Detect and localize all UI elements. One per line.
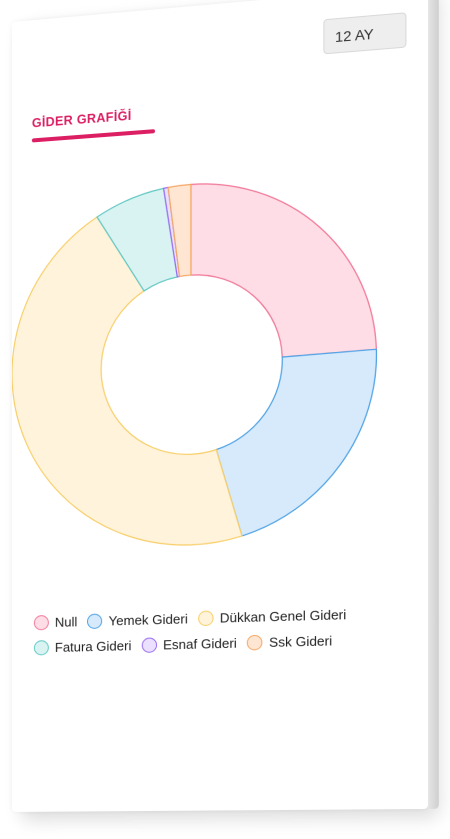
legend-label: Yemek Gideri bbox=[108, 611, 188, 629]
legend-swatch bbox=[141, 637, 157, 653]
legend-label: Esnaf Gideri bbox=[163, 635, 237, 653]
legend-label: Ssk Gideri bbox=[269, 633, 333, 651]
card-edge bbox=[427, 0, 439, 809]
legend-swatch bbox=[198, 610, 214, 627]
legend-label: Fatura Gideri bbox=[54, 638, 132, 656]
legend-item[interactable]: Dükkan Genel Gideri bbox=[198, 606, 347, 627]
legend-label: Dükkan Genel Gideri bbox=[219, 606, 347, 626]
legend-swatch bbox=[33, 614, 49, 631]
legend-item[interactable]: Esnaf Gideri bbox=[141, 635, 237, 653]
legend-item[interactable]: Yemek Gideri bbox=[87, 611, 188, 630]
legend-item[interactable]: Ssk Gideri bbox=[247, 633, 333, 651]
expense-chart-card: 12 AY GİDER GRAFİĞİ Null Yemek Gideri Dükk… bbox=[12, 0, 439, 812]
legend-label: Null bbox=[54, 614, 78, 630]
slice-ssk-gideri[interactable] bbox=[168, 184, 191, 277]
slice-esnaf-gideri[interactable] bbox=[164, 187, 180, 278]
slice-null[interactable] bbox=[191, 171, 376, 361]
legend-item[interactable]: Null bbox=[33, 614, 78, 631]
slice-d-kkan-genel-gideri[interactable] bbox=[12, 207, 242, 551]
legend-swatch bbox=[87, 613, 103, 630]
legend-swatch bbox=[33, 640, 49, 656]
slice-fatura-gideri[interactable] bbox=[97, 187, 177, 293]
slice-yemek-gideri[interactable] bbox=[216, 349, 376, 537]
doughnut-chart bbox=[12, 0, 428, 622]
legend-swatch bbox=[247, 634, 263, 651]
legend-item[interactable]: Fatura Gideri bbox=[33, 638, 132, 656]
chart-legend: Null Yemek Gideri Dükkan Genel Gideri Fatur… bbox=[33, 601, 396, 661]
